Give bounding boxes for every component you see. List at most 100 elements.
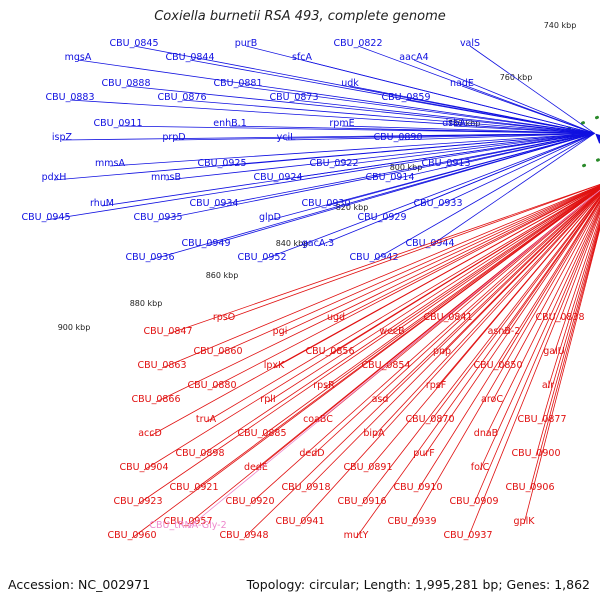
reverse-gene-label: mutY: [344, 530, 369, 541]
reverse-leader-line: [361, 195, 600, 505]
reverse-gene-label: aroC: [481, 394, 503, 405]
forward-gene-label: CBU_0924: [253, 172, 302, 183]
forward-leader-line: [389, 133, 595, 181]
kbp-tick-label: 840 kbp: [276, 239, 309, 248]
backbone-highlight: [595, 192, 600, 196]
reverse-gene-label: gplK: [514, 516, 536, 527]
reverse-leader-line: [529, 225, 600, 491]
forward-gene-label: rpmE: [329, 118, 354, 129]
reverse-leader-line: [167, 183, 600, 335]
reverse-leader-line: [137, 188, 600, 505]
kbp-tick-label: 820 kbp: [336, 203, 369, 212]
forward-gene-label: CBU_0876: [157, 92, 206, 103]
reverse-gene-label: CBU_0960: [107, 530, 156, 541]
forward-gene-label: CBU_0883: [45, 92, 94, 103]
reverse-gene-label: CBU_0838: [535, 312, 584, 323]
forward-gene-label: udk: [341, 78, 359, 89]
kbp-tick-label: 740 kbp: [544, 21, 577, 30]
reverse-leader-line: [267, 187, 600, 403]
forward-leader-line: [317, 133, 595, 247]
forward-gene-label: CBU_0942: [349, 252, 398, 263]
reverse-leader-line: [411, 200, 600, 525]
forward-gene-label: CBU_0914: [365, 172, 414, 183]
reverse-gene-label: rpsO: [213, 312, 235, 323]
reverse-gene-label: galU: [543, 346, 564, 357]
forward-gene-label: CBU_0935: [133, 212, 182, 223]
reverse-gene-label: dnaB: [474, 428, 498, 439]
forward-gene-label: CBU_0845: [109, 38, 158, 49]
forward-leader-line: [469, 45, 595, 134]
reverse-leader-line: [243, 191, 600, 539]
forward-gene-label: CBU_0945: [21, 212, 70, 223]
forward-gene-label: CBU_0933: [413, 198, 462, 209]
forward-gene-label: CBU_0888: [101, 78, 150, 89]
forward-leader-line: [437, 133, 595, 207]
reverse-gene-label: pnp: [433, 346, 451, 357]
reverse-gene-label: CBU_0948: [219, 530, 268, 541]
forward-leader-line: [69, 99, 595, 134]
kbp-tick-label: 900 kbp: [58, 323, 91, 332]
forward-leader-line: [213, 133, 595, 207]
reverse-gene-label: CBU_0885: [237, 428, 286, 439]
forward-leader-line: [349, 85, 595, 134]
forward-gene-label: CBU_0873: [269, 92, 318, 103]
reverse-gene-label: CBU_0900: [511, 448, 560, 459]
accession-text: Accession: NC_002971: [8, 577, 151, 592]
reverse-gene-label: pgi: [273, 326, 288, 337]
reverse-gene-label: rpsF: [426, 380, 446, 391]
kbp-tick-label: 780 kbp: [448, 119, 481, 128]
reverse-gene-label: CBU_0920: [225, 496, 274, 507]
kbp-tick-label: 880 kbp: [130, 299, 163, 308]
reverse-leader-line: [559, 212, 600, 321]
reverse-gene-label: CBU_0921: [169, 482, 218, 493]
forward-leader-line: [405, 99, 595, 134]
reverse-leader-line: [187, 189, 600, 525]
reverse-gene-label: truA: [196, 414, 217, 425]
reverse-leader-line: [305, 192, 600, 491]
forward-gene-label: valS: [460, 38, 480, 49]
reverse-leader-line: [223, 184, 600, 321]
reverse-gene-label: CBU_0910: [393, 482, 442, 493]
reverse-gene-label: CBU_0856: [305, 346, 354, 357]
reverse-leader-line: [547, 218, 600, 389]
reverse-leader-line: [199, 187, 600, 457]
reverse-gene-label: CBU_0866: [131, 394, 180, 405]
forward-gene-label: CBU_0936: [125, 252, 174, 263]
forward-leader-line: [165, 133, 595, 181]
forward-gene-label: CBU_0952: [237, 252, 286, 263]
forward-gene-label: ispZ: [52, 132, 73, 143]
forward-gene-label: CBU_0913: [421, 158, 470, 169]
reverse-leader-line: [429, 195, 600, 423]
reverse-leader-line: [485, 204, 600, 437]
forward-gene-label: mmsA: [95, 158, 125, 169]
reverse-leader-line: [311, 190, 600, 457]
forward-gene-label: dsbA: [442, 118, 466, 129]
reverse-leader-line: [205, 187, 600, 423]
reverse-gene-label: bipA: [363, 428, 385, 439]
forward-gene-label: CBU_0844: [165, 52, 214, 63]
reverse-gene-label: CBU_0939: [387, 516, 436, 527]
forward-leader-line: [149, 133, 595, 261]
forward-gene-label: pdxH: [42, 172, 67, 183]
forward-gene-label: prpD: [162, 132, 185, 143]
reverse-leader-line: [335, 185, 600, 321]
forward-gene-label: glpD: [259, 212, 281, 223]
reverse-leader-line: [391, 188, 600, 335]
reverse-gene-label: CBU_0941: [275, 516, 324, 527]
reverse-leader-line: [523, 226, 600, 525]
forward-leader-line: [269, 133, 595, 221]
reverse-gene-label: CBU_0957: [163, 516, 212, 527]
forward-leader-line: [413, 59, 595, 134]
forward-gene-label: nadE: [450, 78, 474, 89]
forward-leader-line: [53, 133, 595, 181]
trna-gene-label: CBU_tRNA-Gly-2: [149, 520, 226, 531]
forward-gene-arrow: [595, 133, 600, 144]
reverse-gene-label: CBU_0918: [281, 482, 330, 493]
reverse-leader-line: [149, 186, 600, 437]
reverse-leader-line: [541, 221, 600, 423]
reverse-leader-line: [143, 187, 600, 471]
forward-leader-line: [101, 133, 595, 207]
reverse-gene-label: CBU_0877: [517, 414, 566, 425]
forward-gene-label: sfcA: [292, 52, 313, 63]
forward-gene-label: CBU_0949: [181, 238, 230, 249]
